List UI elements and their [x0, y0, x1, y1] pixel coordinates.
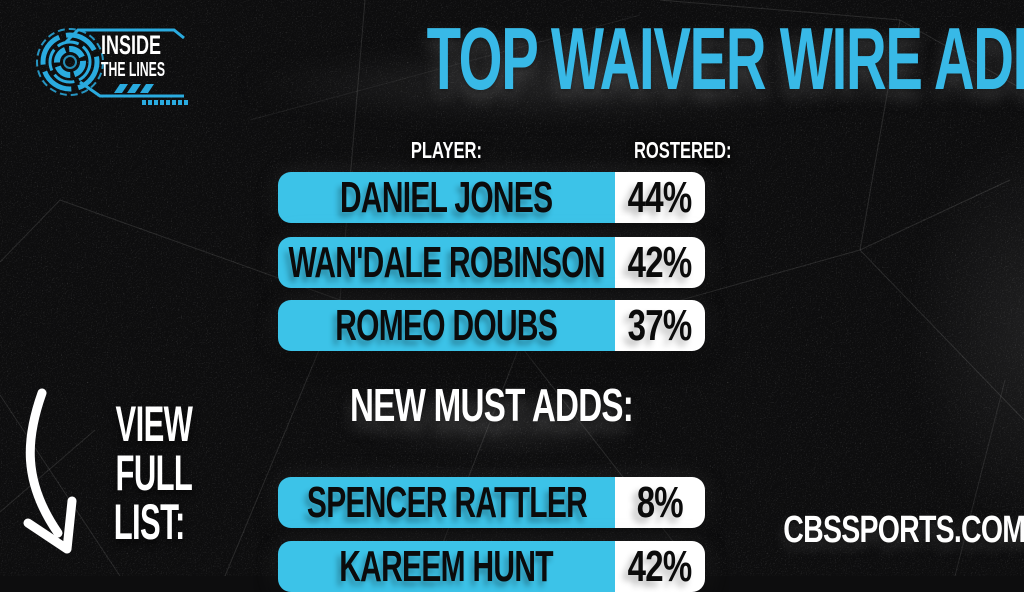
player-name: SPENCER RATTLER — [306, 477, 587, 527]
logo-dashes — [142, 100, 188, 105]
down-arrow-icon — [23, 388, 77, 554]
page-title-text: TOP WAIVER WIRE ADDITIONS — [426, 9, 1024, 108]
player-name: KAREEM HUNT — [339, 541, 554, 591]
logo-slant-bars — [114, 84, 154, 93]
page-title: TOP WAIVER WIRE ADDITIONS — [200, 12, 1024, 106]
player-name-cell: WAN'DALE ROBINSON — [278, 237, 615, 288]
rostered-pct-cell: 44% — [615, 172, 705, 223]
logo-text-line1: INSIDE — [101, 30, 161, 60]
rostered-pct: 42% — [628, 237, 693, 287]
table-row: WAN'DALE ROBINSON 42% — [278, 237, 705, 288]
rostered-pct: 8% — [636, 477, 684, 527]
column-header-player: PLAYER: — [410, 137, 483, 163]
view-full-list-label: VIEW FULL LIST: — [113, 396, 193, 550]
rostered-pct: 42% — [628, 541, 693, 591]
logo-text-line2: THE LINES — [101, 59, 165, 81]
table-row: KAREEM HUNT 42% — [278, 541, 705, 592]
rostered-pct: 44% — [628, 172, 693, 222]
table-column-headers: PLAYER: ROSTERED: — [278, 136, 732, 164]
player-name: DANIEL JONES — [340, 172, 553, 222]
player-name: ROMEO DOUBS — [335, 300, 559, 350]
rostered-pct-cell: 42% — [615, 541, 705, 592]
itl-logo: INSIDE THE LINES — [26, 20, 191, 108]
itl-logo-icon: INSIDE THE LINES — [36, 28, 188, 105]
player-name-cell: ROMEO DOUBS — [278, 300, 615, 351]
must-adds-heading: NEW MUST ADDS: — [349, 379, 634, 431]
footer-url-main: CBSSPORTS.COM/ — [783, 509, 1024, 551]
column-header-rostered: ROSTERED: — [633, 137, 732, 163]
rostered-pct: 37% — [628, 300, 693, 350]
player-name-cell: KAREEM HUNT — [278, 541, 615, 592]
rostered-pct-cell: 8% — [615, 477, 705, 528]
table-row: SPENCER RATTLER 8% — [278, 477, 705, 528]
rostered-pct-cell: 37% — [615, 300, 705, 351]
player-name-cell: DANIEL JONES — [278, 172, 615, 223]
player-name-cell: SPENCER RATTLER — [278, 477, 615, 528]
rostered-pct-cell: 42% — [615, 237, 705, 288]
footer-url: CBSSPORTS.COM/ITL — [735, 508, 1024, 552]
table-row: DANIEL JONES 44% — [278, 172, 705, 223]
player-name: WAN'DALE ROBINSON — [288, 237, 605, 287]
table-row: ROMEO DOUBS 37% — [278, 300, 705, 351]
